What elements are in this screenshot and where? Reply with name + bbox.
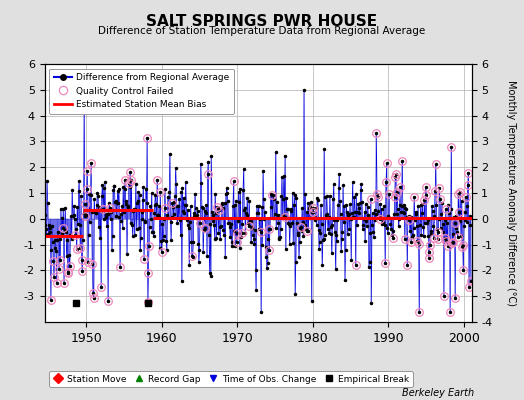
Text: Difference of Station Temperature Data from Regional Average: Difference of Station Temperature Data f… <box>99 26 425 36</box>
Text: SALT SPRINGS PWR HOUSE: SALT SPRINGS PWR HOUSE <box>146 14 378 29</box>
Y-axis label: Monthly Temperature Anomaly Difference (°C): Monthly Temperature Anomaly Difference (… <box>506 80 516 306</box>
Text: Berkeley Earth: Berkeley Earth <box>402 388 474 398</box>
Legend: Station Move, Record Gap, Time of Obs. Change, Empirical Break: Station Move, Record Gap, Time of Obs. C… <box>49 371 413 387</box>
